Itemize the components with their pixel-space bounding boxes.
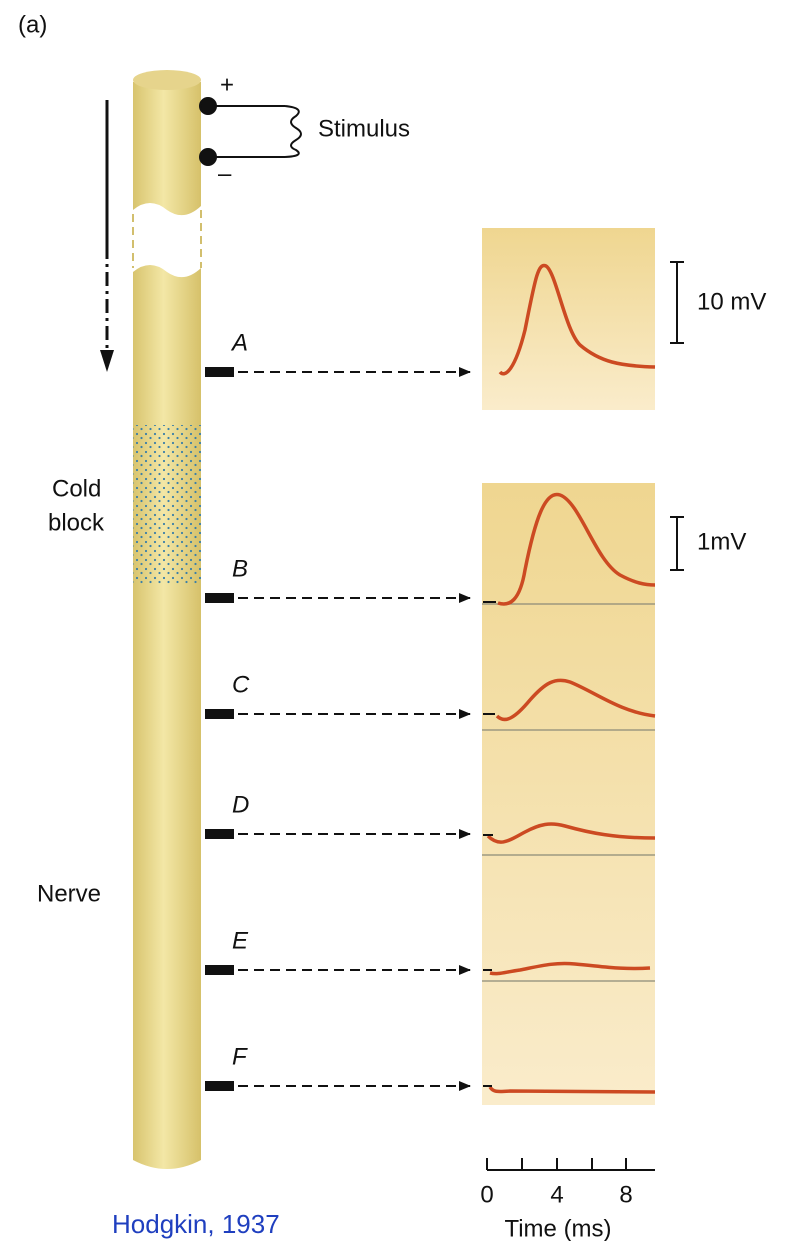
time-tick-label: 0 bbox=[480, 1181, 493, 1208]
electrode bbox=[205, 829, 234, 839]
electrode-label: F bbox=[232, 1043, 248, 1070]
stimulus-plus: + bbox=[220, 71, 234, 98]
trace-start-ticks bbox=[483, 601, 496, 1087]
time-axis bbox=[486, 1158, 655, 1171]
stimulus-minus: – bbox=[218, 160, 232, 187]
stimulus-label: Stimulus bbox=[318, 115, 410, 142]
stimulus-electrodes bbox=[199, 97, 302, 166]
panel-label: (a) bbox=[18, 11, 47, 38]
citation: Hodgkin, 1937 bbox=[112, 1209, 280, 1239]
nerve-label: Nerve bbox=[37, 880, 101, 907]
recording-electrodes: A B C D E F bbox=[205, 329, 471, 1091]
electrode bbox=[205, 1081, 234, 1091]
electrode bbox=[205, 709, 234, 719]
time-tick-label: 4 bbox=[550, 1181, 563, 1208]
nerve bbox=[132, 70, 202, 1169]
direction-arrow bbox=[100, 100, 114, 372]
cold-label: Cold bbox=[52, 475, 101, 502]
scale-label: 10 mV bbox=[697, 288, 766, 315]
scale-label: 1mV bbox=[697, 528, 746, 555]
electrode-label: E bbox=[232, 927, 249, 954]
scale-bars bbox=[670, 261, 684, 571]
trace-panel bbox=[482, 483, 655, 1105]
time-tick-label: 8 bbox=[619, 1181, 632, 1208]
traces bbox=[486, 263, 656, 1094]
electrode bbox=[205, 367, 234, 377]
electrode-label: C bbox=[232, 671, 250, 698]
electrode-label: D bbox=[232, 791, 249, 818]
electrode bbox=[205, 593, 234, 603]
electrode-label: A bbox=[230, 329, 248, 356]
block-label: block bbox=[48, 509, 105, 536]
electrode-label: B bbox=[232, 555, 248, 582]
electrode bbox=[205, 965, 234, 975]
time-axis-label: Time (ms) bbox=[504, 1215, 611, 1241]
